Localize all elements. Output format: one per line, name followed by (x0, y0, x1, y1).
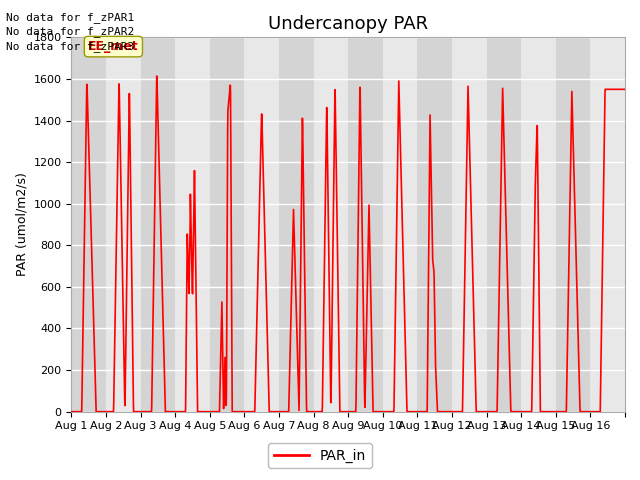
Bar (452, 37, 486, 412)
Bar (383, 37, 417, 412)
Bar (556, 37, 591, 412)
Bar (175, 37, 210, 412)
Y-axis label: PAR (umol/m2/s): PAR (umol/m2/s) (15, 173, 28, 276)
Bar (72, 37, 106, 412)
Bar (244, 37, 279, 412)
Bar (141, 37, 175, 412)
Legend: PAR_in: PAR_in (268, 443, 372, 468)
Bar (210, 37, 244, 412)
Bar (348, 37, 383, 412)
Bar (417, 37, 452, 412)
Text: No data for f_zPAR3: No data for f_zPAR3 (6, 41, 134, 52)
Bar (279, 37, 314, 412)
Bar (486, 37, 521, 412)
Bar (106, 37, 141, 412)
Text: No data for f_zPAR2: No data for f_zPAR2 (6, 26, 134, 37)
Title: Undercanopy PAR: Undercanopy PAR (268, 15, 428, 33)
Bar (521, 37, 556, 412)
Bar (314, 37, 348, 412)
Bar (591, 37, 625, 412)
Text: No data for f_zPAR1: No data for f_zPAR1 (6, 12, 134, 23)
Text: EE_met: EE_met (88, 40, 139, 53)
